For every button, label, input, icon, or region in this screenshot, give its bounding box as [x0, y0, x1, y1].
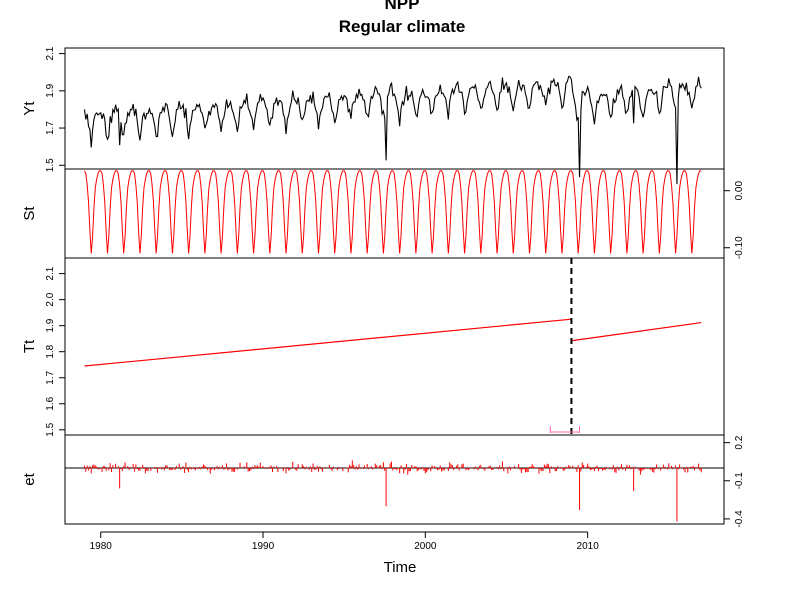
y-tick-label: 1.5	[45, 158, 56, 172]
x-axis: 1980 1990 2000 2010	[90, 531, 600, 552]
y-tick-label: 2.1	[45, 266, 56, 280]
y-tick-label: 2.0	[45, 292, 56, 306]
panel-label: Yt	[21, 101, 38, 116]
x-tick-label: 2000	[414, 541, 437, 552]
chart-title: NPP	[385, 0, 420, 13]
y-tick-label: 1.7	[45, 121, 56, 135]
panel-st: -0.10 0.00 St	[21, 168, 745, 259]
panel-label: St	[21, 206, 38, 221]
x-tick-label: 2010	[577, 541, 600, 552]
x-axis-label: Time	[384, 559, 417, 576]
y-tick-label: 1.5	[45, 422, 56, 436]
y-tick-label: 1.9	[45, 318, 56, 332]
observed-series	[83, 75, 702, 185]
y-tick-label: 1.7	[45, 370, 56, 384]
x-tick-label: 1990	[252, 541, 275, 552]
chart-subtitle: Regular climate	[339, 17, 466, 36]
trend-segment-1	[84, 318, 572, 367]
seasonal-series	[84, 170, 702, 254]
y-tick-label: 0.2	[734, 435, 745, 449]
trend-segment-2	[571, 321, 702, 342]
panel-label: Tt	[21, 339, 38, 353]
y-tick-label: -0.1	[734, 472, 745, 490]
x-tick-label: 1980	[90, 541, 113, 552]
panel-et: -0.4 -0.1 0.2 et	[21, 434, 745, 528]
panels-group: 1.5 1.7 1.9 2.1 Yt -0.10 0.00 St 1.5 1.6 1.7 1.8 1.9…	[21, 46, 745, 527]
panel-yt: 1.5 1.7 1.9 2.1 Yt	[21, 46, 725, 185]
y-tick-label: -0.10	[734, 236, 745, 259]
y-tick-label: 0.00	[734, 181, 745, 201]
y-tick-label: 1.6	[45, 396, 56, 410]
y-tick-label: 1.8	[45, 344, 56, 358]
panel-label: et	[21, 472, 38, 485]
y-tick-label: 2.1	[45, 46, 56, 60]
panel-tt: 1.5 1.6 1.7 1.8 1.9 2.0 2.1 Tt	[21, 257, 725, 437]
y-tick-label: 1.9	[45, 83, 56, 97]
y-tick-label: -0.4	[734, 510, 745, 528]
panel-frame	[64, 257, 725, 436]
panel-frame	[64, 434, 725, 525]
